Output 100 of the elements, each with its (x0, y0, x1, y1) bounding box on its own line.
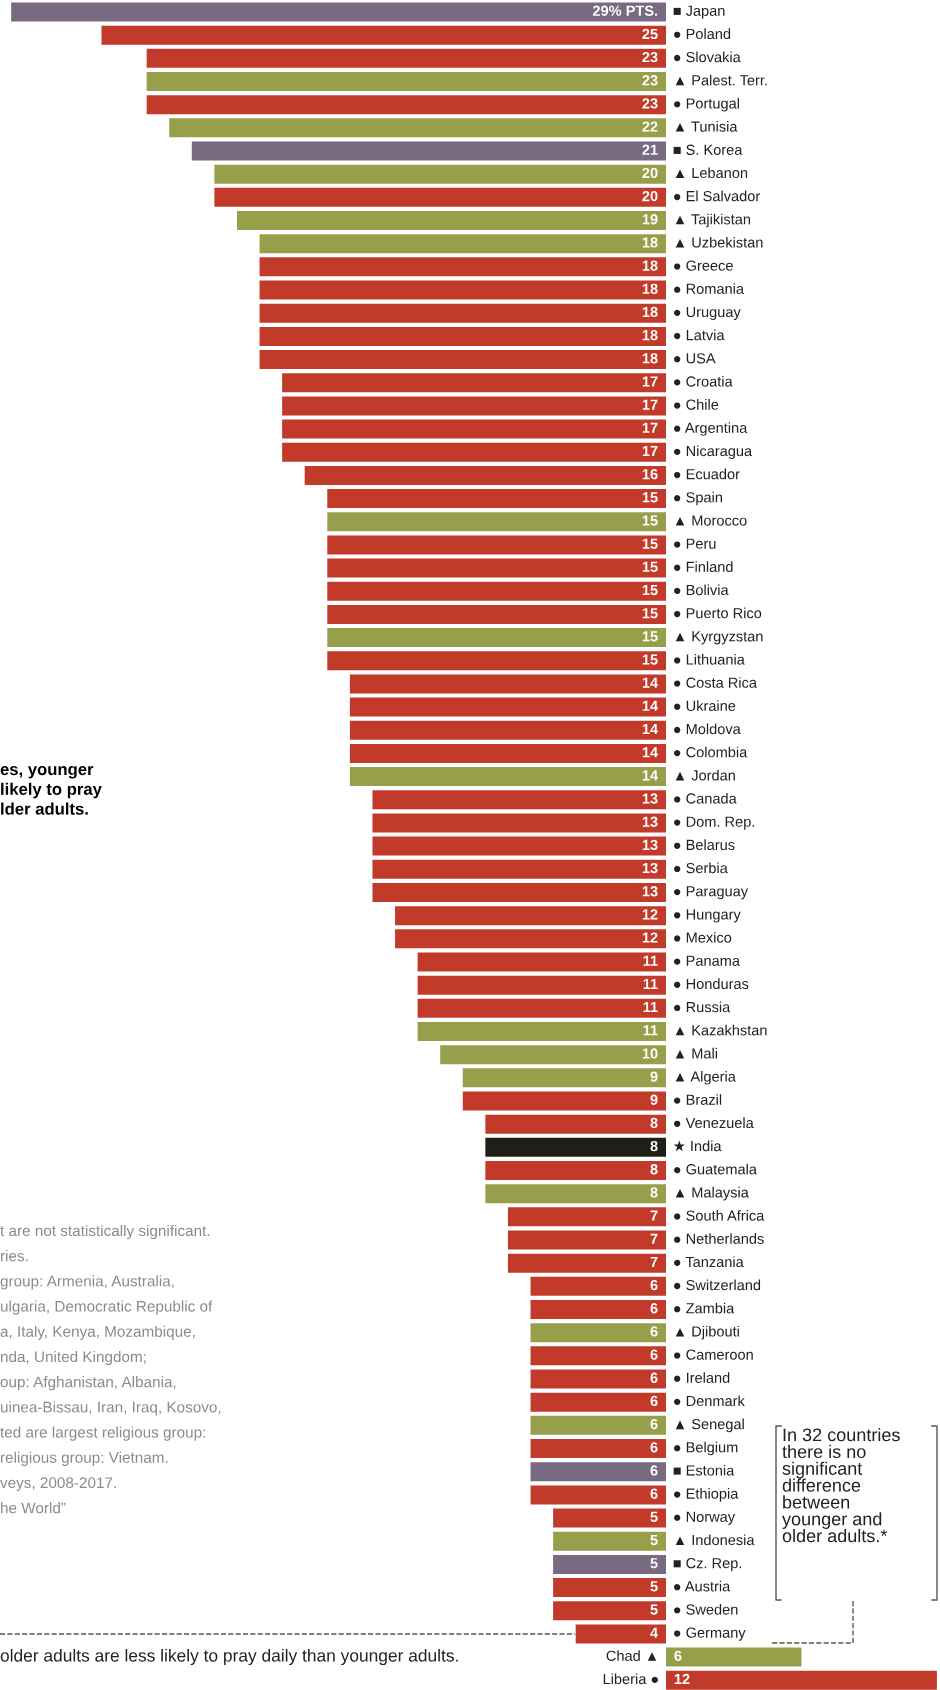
bar (214, 187, 666, 207)
data-label: 11 (643, 978, 658, 989)
bar (553, 1508, 666, 1528)
data-label: 17 (642, 422, 658, 433)
category-label: ● Dom. Rep. (674, 816, 754, 830)
data-label: 18 (642, 306, 658, 318)
category-label: ● Zambia (674, 1302, 735, 1314)
category-label: ● Mexico (674, 932, 732, 943)
category-label: ■ Japan (673, 5, 725, 19)
category-label: ● Ukraine (674, 700, 736, 712)
data-label: 15 (642, 492, 658, 503)
bar (417, 975, 666, 995)
category-label: ● Colombia (674, 746, 748, 758)
category-label: ● Brazil (674, 1094, 722, 1105)
bar (462, 1068, 666, 1088)
data-label: 6 (674, 1650, 682, 1661)
bar (553, 1578, 666, 1598)
bar (372, 813, 666, 833)
data-label: 12 (642, 909, 658, 920)
bar (259, 326, 666, 346)
data-label: 15 (642, 538, 658, 549)
bar (191, 141, 666, 161)
bar (259, 350, 666, 370)
data-label: 12 (642, 932, 658, 943)
data-label: 6 (650, 1442, 658, 1453)
bar (395, 906, 666, 926)
data-label: 13 (642, 816, 658, 827)
bar (282, 396, 666, 416)
data-label: 6 (650, 1349, 658, 1360)
category-label: ▲ Malaysia (675, 1186, 749, 1201)
category-label: ■ S. Korea (673, 144, 743, 155)
bar (575, 1624, 666, 1644)
category-label: ● Latvia (674, 329, 725, 341)
data-label: 17 (642, 376, 658, 387)
category-label: ● Paraguay (674, 886, 749, 900)
bar (530, 1323, 666, 1343)
bar (349, 743, 666, 763)
data-label: 20 (642, 167, 658, 179)
category-label: ▲ Tajikistan (675, 213, 751, 228)
data-label: 9 (650, 1071, 658, 1082)
data-label: 17 (642, 399, 658, 410)
data-label: 21 (642, 144, 658, 155)
bar (462, 1091, 666, 1111)
bar (553, 1531, 666, 1551)
data-label: 23 (642, 51, 658, 63)
bar (417, 952, 666, 972)
category-label: ● USA (674, 353, 716, 364)
category-label: ▲ Uzbekistan (675, 236, 763, 248)
category-label: ● Nicaragua (674, 445, 753, 460)
data-label: 14 (642, 770, 659, 781)
bar (327, 651, 666, 671)
category-label: ● Chile (674, 399, 719, 410)
data-label: 18 (642, 329, 658, 341)
category-label: ● Belgium (674, 1441, 738, 1456)
bar (530, 1485, 666, 1505)
category-label: ▲ Mali (675, 1047, 718, 1059)
data-label: 19 (642, 214, 658, 225)
bar (349, 697, 666, 717)
annotation: group: Armenia, Australia, (0, 1275, 174, 1290)
data-label: 6 (650, 1303, 658, 1314)
data-label: 14 (642, 724, 659, 735)
data-label: 13 (642, 862, 658, 874)
bar (553, 1601, 666, 1621)
data-label: 18 (642, 237, 658, 248)
data-label: 13 (642, 839, 658, 851)
data-label: 14 (642, 700, 659, 711)
category-label: ● Netherlands (674, 1233, 764, 1244)
bar (485, 1137, 666, 1157)
category-label: ● Ethiopia (674, 1488, 739, 1502)
data-label: 11 (643, 955, 658, 966)
data-label: 14 (642, 677, 659, 688)
data-label: 6 (650, 1372, 658, 1383)
bar (530, 1439, 666, 1459)
category-label: ▲ Kazakhstan (675, 1024, 767, 1036)
category-label: ● Ecuador (674, 468, 740, 480)
category-label: ● Guatemala (674, 1163, 757, 1175)
category-label: ● Croatia (674, 375, 733, 387)
data-label: 13 (642, 886, 658, 897)
data-label: 5 (650, 1511, 658, 1522)
category-label: ▲ Jordan (675, 769, 735, 781)
data-label: 18 (642, 283, 658, 294)
data-label: 16 (642, 468, 658, 480)
data-label: 5 (650, 1604, 658, 1615)
data-label: 14 (642, 747, 659, 758)
bar (146, 95, 666, 115)
data-label: 8 (650, 1117, 658, 1129)
data-label: 15 (642, 654, 658, 665)
category-label: Chad ▲ (606, 1650, 657, 1661)
category-label: ● Tanzania (674, 1256, 744, 1268)
category-label: ● Canada (674, 792, 737, 804)
bar (440, 1045, 666, 1065)
bar (485, 1161, 666, 1180)
category-label: ▲ Algeria (675, 1071, 736, 1085)
data-label: 6 (650, 1326, 658, 1337)
bar (259, 280, 666, 300)
bar (530, 1392, 666, 1412)
bar (101, 25, 666, 45)
data-label: 11 (643, 1025, 658, 1036)
annotation: veys, 2008-2017. (0, 1477, 116, 1492)
data-label: 15 (642, 561, 658, 572)
